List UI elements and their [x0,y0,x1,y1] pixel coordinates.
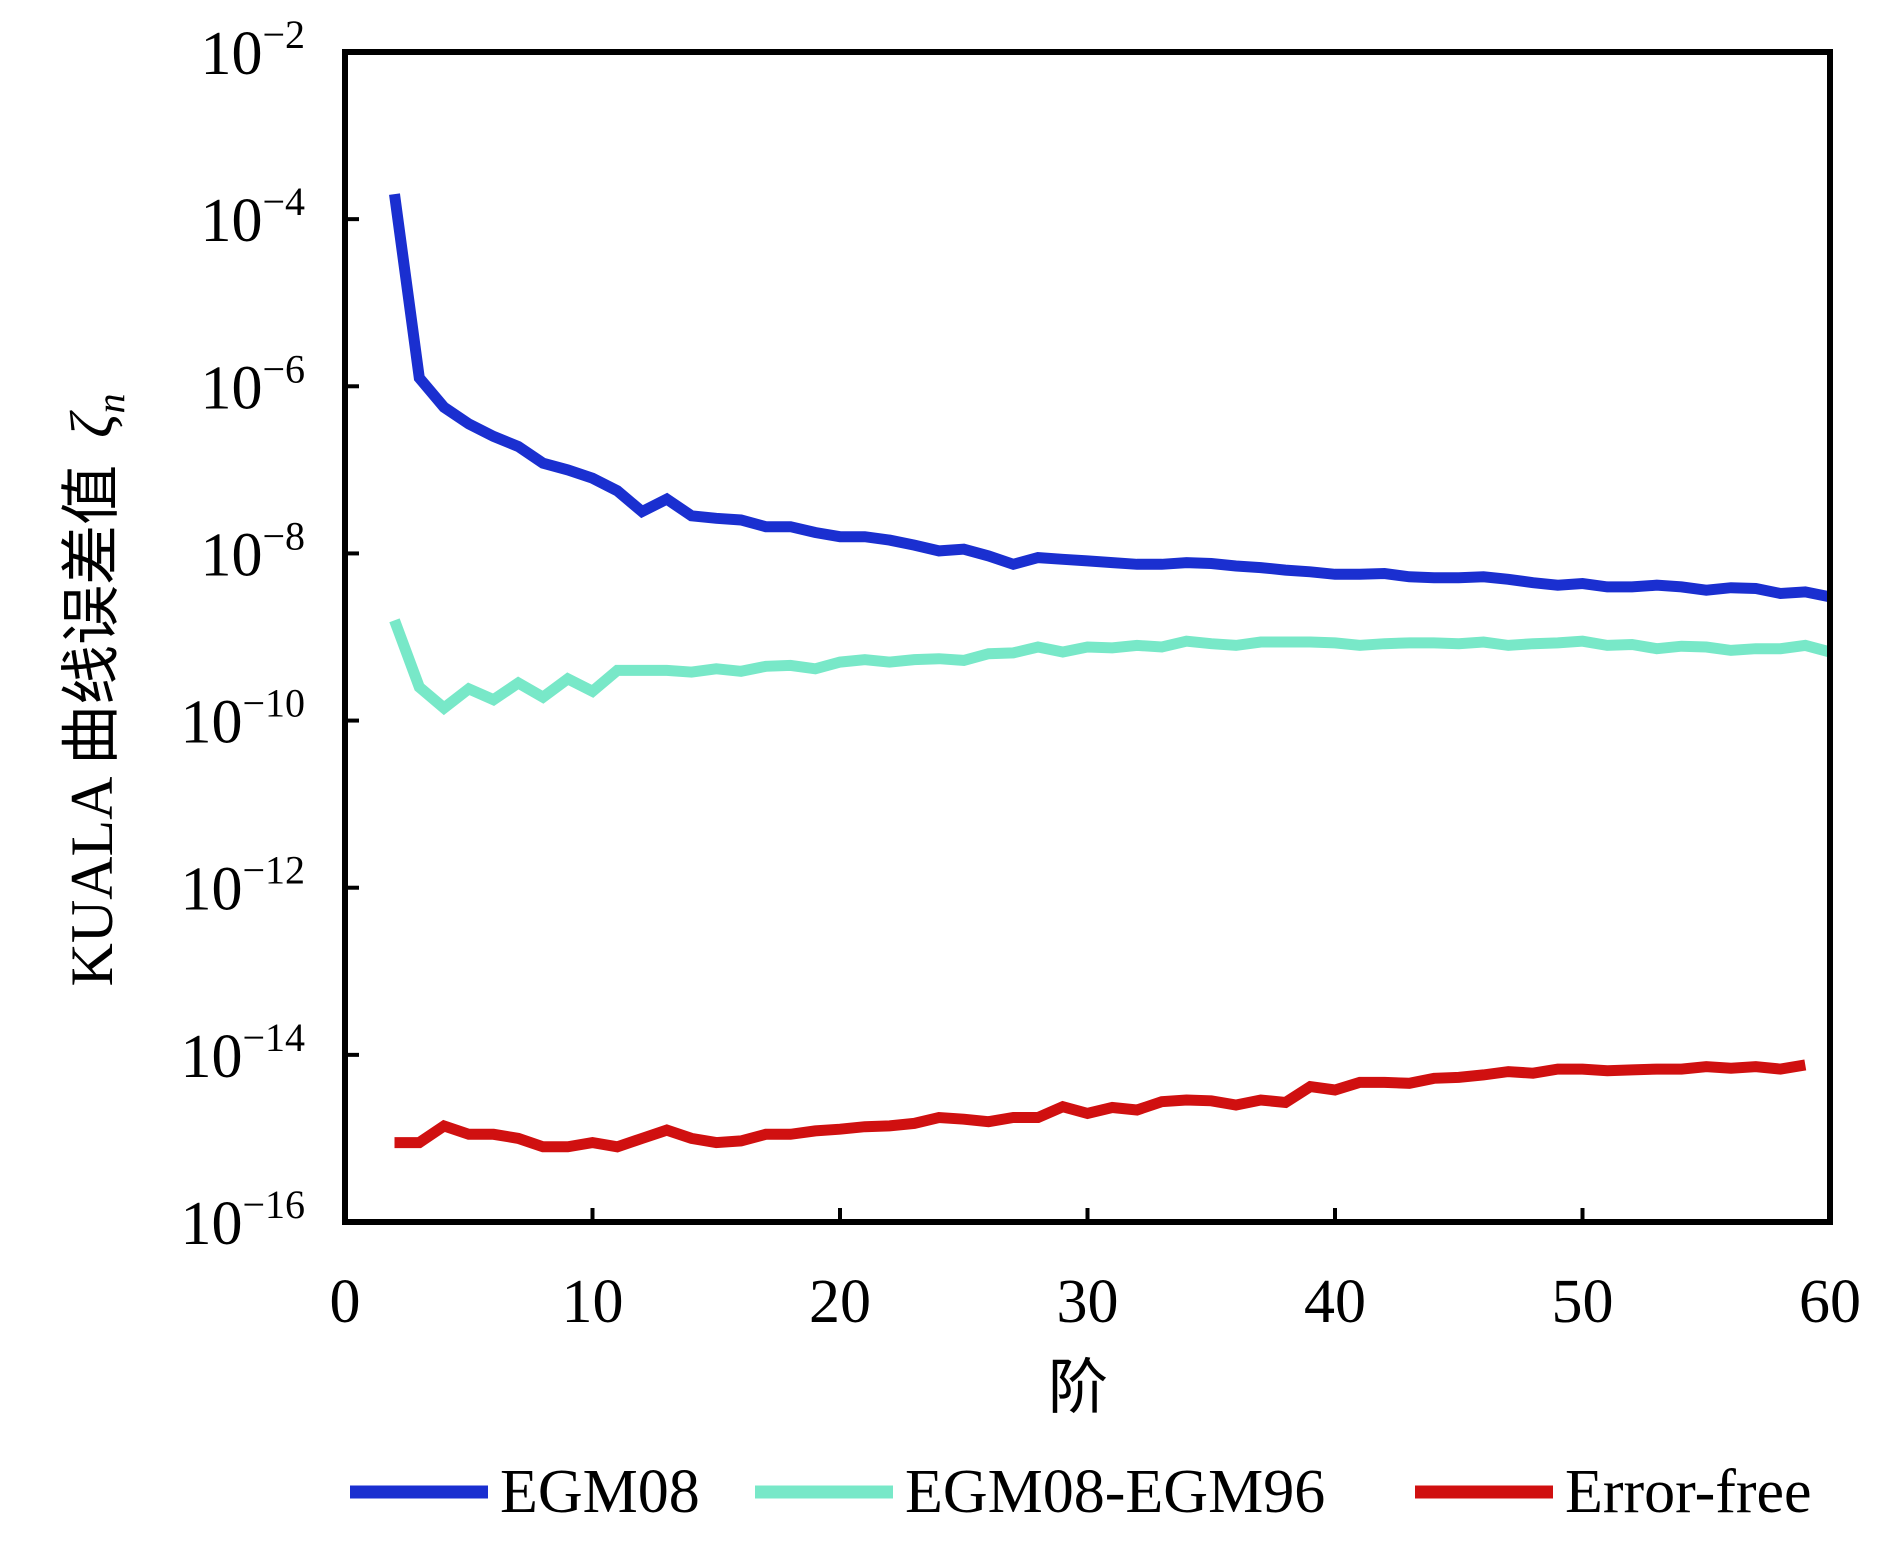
y-tick-base: 10 [200,20,262,88]
x-tick-label: 60 [1799,1268,1861,1336]
x-tick-label: 0 [330,1268,361,1336]
y-tick-exponent: −4 [262,179,305,224]
series-layer [389,193,1832,1153]
x-tick-label: 30 [1057,1268,1119,1336]
y-tick-base: 10 [180,689,242,757]
y-tick-exponent: −14 [242,1015,305,1060]
y-tick-base: 10 [180,1190,242,1258]
legend-label: Error-free [1565,1458,1812,1526]
y-tick-base: 10 [200,187,262,255]
series-line-egm08-egm96 [389,618,1832,716]
y-axis-title-subscript: n [88,394,133,414]
y-tick-exponent: −6 [262,346,305,391]
y-tick-base: 10 [200,521,262,589]
svg-text:KUALA 曲线误差值 ζn: KUALA 曲线误差值 ζn [59,394,133,987]
y-tick-exponent: −8 [262,513,305,558]
y-tick-exponent: −10 [242,681,305,726]
legend: EGM08 EGM08-EGM96 Error-free [350,1458,1812,1526]
y-tick-exponent: −16 [242,1182,305,1227]
legend-label: EGM08 [500,1458,700,1526]
x-tick-label: 20 [809,1268,871,1336]
series-line-egm08 [389,193,1832,603]
y-tick-base: 10 [200,354,262,422]
y-tick-exponent: −12 [242,848,305,893]
series-line-error-free [394,1059,1807,1153]
x-tick-label: 50 [1552,1268,1614,1336]
x-axis-title: 阶 [1048,1355,1108,1421]
y-tick-label: 10−4 [200,179,305,255]
y-tick-base: 10 [180,856,242,924]
y-tick-exponent: −2 [262,12,305,57]
y-tick-label: 10−16 [180,1182,305,1258]
y-tick-label: 10−14 [180,1015,305,1091]
x-tick-label: 10 [562,1268,624,1336]
y-axis-title-text: KUALA 曲线误差值 [59,465,125,987]
legend-label: EGM08-EGM96 [905,1458,1325,1526]
y-tick-label: 10−12 [180,848,305,924]
y-axis-title-symbol: ζ [59,410,125,438]
y-tick-base: 10 [180,1023,242,1091]
labels-layer: 0 10 20 30 40 50 6010−210−410−610−810−1010−121… [180,12,1861,1336]
ticks-layer [343,50,1832,1224]
y-tick-label: 10−2 [200,12,305,88]
y-tick-label: 10−8 [200,513,305,589]
x-tick-label: 40 [1304,1268,1366,1336]
plot-frame [342,49,1833,1225]
y-tick-label: 10−10 [180,681,305,757]
y-axis-title: KUALA 曲线误差值 ζn [59,394,133,987]
y-tick-label: 10−6 [200,346,305,422]
